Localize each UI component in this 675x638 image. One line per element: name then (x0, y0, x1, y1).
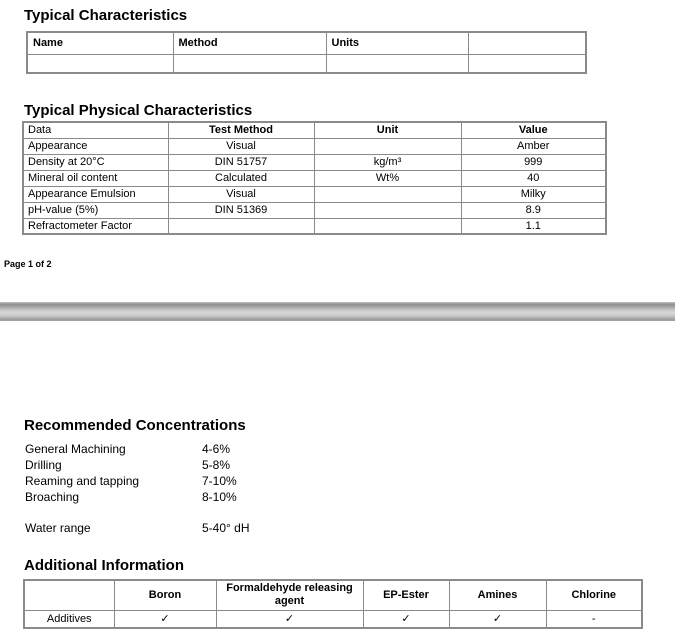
table-cell: kg/m³ (313, 153, 462, 171)
physical-characteristics-table: Data Test Method Unit Value Appearance Visual… (22, 121, 607, 235)
concentration-value: 8-10% (202, 490, 237, 504)
table-cell: ✓ (215, 609, 364, 629)
table-header-row: Boron Formaldehyde releasing agent EP-Este… (23, 579, 643, 611)
typical-characteristics-table: Name Method Units (26, 31, 587, 74)
section-title-physical-characteristics: Typical Physical Characteristics (24, 102, 253, 119)
table-cell: Visual (167, 185, 315, 203)
concentration-row: Drilling 5-8% (25, 457, 250, 473)
table-cell (313, 217, 462, 235)
table-cell: DIN 51369 (167, 201, 315, 219)
table-cell: DIN 51757 (167, 153, 315, 171)
table-cell: Appearance Emulsion (22, 185, 169, 203)
table-cell: Appearance (22, 137, 169, 155)
table-header-cell (467, 31, 587, 55)
table-header-row: Name Method Units (26, 31, 587, 55)
table-header-row: Data Test Method Unit Value (22, 121, 607, 139)
table-cell (325, 53, 469, 74)
table-cell: 1.1 (460, 217, 607, 235)
concentration-label: Broaching (25, 490, 80, 504)
table-cell: Milky (460, 185, 607, 203)
table-cell (313, 201, 462, 219)
table-cell: 40 (460, 169, 607, 187)
table-header-cell: EP-Ester (362, 579, 450, 611)
table-cell: ✓ (362, 609, 450, 629)
section-title-additional-information: Additional Information (24, 557, 184, 574)
page-separator-bar (0, 302, 675, 321)
table-header-cell: Formaldehyde releasing agent (215, 579, 364, 611)
table-row: Density at 20°C DIN 51757 kg/m³ 999 (22, 153, 607, 171)
concentration-label: General Machining (25, 442, 126, 456)
table-cell: - (545, 609, 643, 629)
table-cell (313, 185, 462, 203)
table-row: Additives ✓ ✓ ✓ ✓ - (23, 609, 643, 629)
table-cell: Amber (460, 137, 607, 155)
table-header-cell: Name (26, 31, 174, 55)
table-row (26, 53, 587, 74)
water-range-label: Water range (25, 521, 91, 535)
table-cell: Mineral oil content (22, 169, 169, 187)
table-header-cell: Unit (313, 121, 462, 139)
table-cell: ✓ (448, 609, 547, 629)
water-range-value: 5-40° dH (202, 521, 250, 535)
concentration-value: 4-6% (202, 442, 231, 456)
additives-table: Boron Formaldehyde releasing agent EP-Este… (23, 579, 643, 629)
concentration-value: 5-8% (202, 458, 231, 472)
table-header-cell: Amines (448, 579, 547, 611)
table-cell: Refractometer Factor (22, 217, 169, 235)
section-title-typical-characteristics: Typical Characteristics (24, 7, 188, 24)
table-cell: Calculated (167, 169, 315, 187)
table-header-cell: Data (22, 121, 169, 139)
table-header-cell: Test Method (167, 121, 315, 139)
table-cell (167, 217, 315, 235)
table-header-cell: Chlorine (545, 579, 643, 611)
table-cell: pH-value (5%) (22, 201, 169, 219)
table-cell: ✓ (113, 609, 217, 629)
table-row: Refractometer Factor 1.1 (22, 217, 607, 235)
concentration-row: Broaching 8-10% (25, 489, 250, 505)
water-range-row: Water range 5-40° dH (25, 520, 250, 536)
table-cell (313, 137, 462, 155)
table-cell: Visual (167, 137, 315, 155)
table-header-cell (23, 579, 115, 611)
concentration-label: Reaming and tapping (25, 474, 140, 488)
concentrations-list: General Machining 4-6% Drilling 5-8% Rea… (25, 441, 250, 536)
table-header-cell: Value (460, 121, 607, 139)
table-cell: 8.9 (460, 201, 607, 219)
table-cell: Density at 20°C (22, 153, 169, 171)
table-cell (467, 53, 587, 74)
table-cell: Additives (23, 609, 115, 629)
table-row: Appearance Emulsion Visual Milky (22, 185, 607, 203)
table-cell (172, 53, 327, 74)
table-row: Mineral oil content Calculated Wt% 40 (22, 169, 607, 187)
page-number-footer: Page 1 of 2 (4, 259, 52, 269)
table-header-cell: Boron (113, 579, 217, 611)
concentration-value: 7-10% (202, 474, 237, 488)
table-header-cell: Method (172, 31, 327, 55)
table-header-cell: Units (325, 31, 469, 55)
table-row: Appearance Visual Amber (22, 137, 607, 155)
concentration-row: Reaming and tapping 7-10% (25, 473, 250, 489)
concentration-row: General Machining 4-6% (25, 441, 250, 457)
table-cell (26, 53, 174, 74)
section-title-recommended-concentrations: Recommended Concentrations (24, 417, 246, 434)
table-row: pH-value (5%) DIN 51369 8.9 (22, 201, 607, 219)
concentration-label: Drilling (25, 458, 62, 472)
table-cell: Wt% (313, 169, 462, 187)
table-cell: 999 (460, 153, 607, 171)
